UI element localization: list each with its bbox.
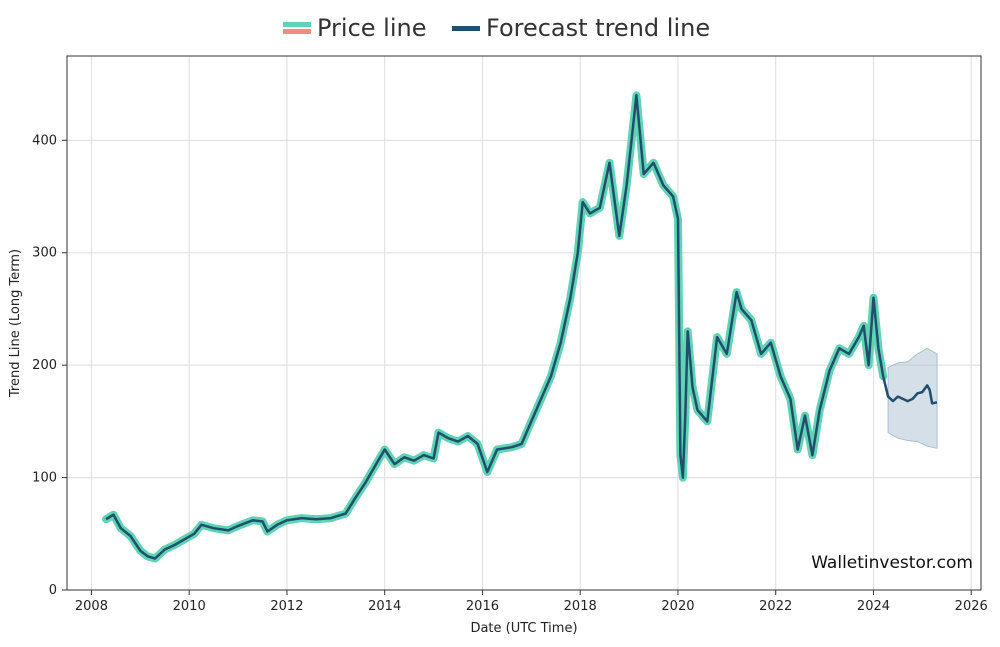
y-axis-title: Trend Line (Long Term): [8, 249, 23, 398]
legend: Price line Forecast trend line: [0, 8, 1000, 48]
grid: [67, 56, 981, 591]
y-tick-label: 300: [32, 246, 57, 261]
x-tick-label: 2014: [368, 599, 401, 614]
x-tick-label: 2016: [466, 599, 499, 614]
legend-label-price: Price line: [317, 14, 427, 42]
y-tick-label: 400: [32, 133, 57, 148]
watermark-text: Walletinvestor.com: [811, 553, 973, 573]
x-axis-ticks: 2008 2010 2012 2014 2016 2018 2020 2022 2024 2026: [75, 590, 988, 614]
legend-item-price[interactable]: Price line: [283, 8, 427, 48]
y-tick-label: 200: [32, 358, 57, 373]
legend-swatch-forecast: [452, 25, 480, 31]
x-axis-title: Date (UTC Time): [470, 621, 577, 636]
legend-label-forecast: Forecast trend line: [486, 14, 711, 42]
y-tick-label: 100: [32, 471, 57, 486]
price-line: [102, 91, 888, 563]
legend-item-forecast[interactable]: Forecast trend line: [452, 8, 710, 48]
forecast-trend-line: [105, 94, 938, 560]
legend-swatch-price: [283, 21, 311, 35]
x-tick-label: 2020: [661, 599, 694, 614]
x-tick-label: 2024: [857, 599, 890, 614]
x-tick-label: 2012: [270, 599, 303, 614]
x-tick-label: 2026: [955, 599, 988, 614]
series-layer: [102, 91, 938, 563]
plot-frame: [66, 55, 982, 591]
x-tick-label: 2018: [564, 599, 597, 614]
y-tick-label: 0: [49, 583, 57, 598]
x-tick-label: 2008: [75, 599, 108, 614]
x-tick-label: 2010: [173, 599, 206, 614]
x-tick-label: 2022: [759, 599, 792, 614]
y-axis-ticks: 0 100 200 300 400: [32, 133, 67, 598]
